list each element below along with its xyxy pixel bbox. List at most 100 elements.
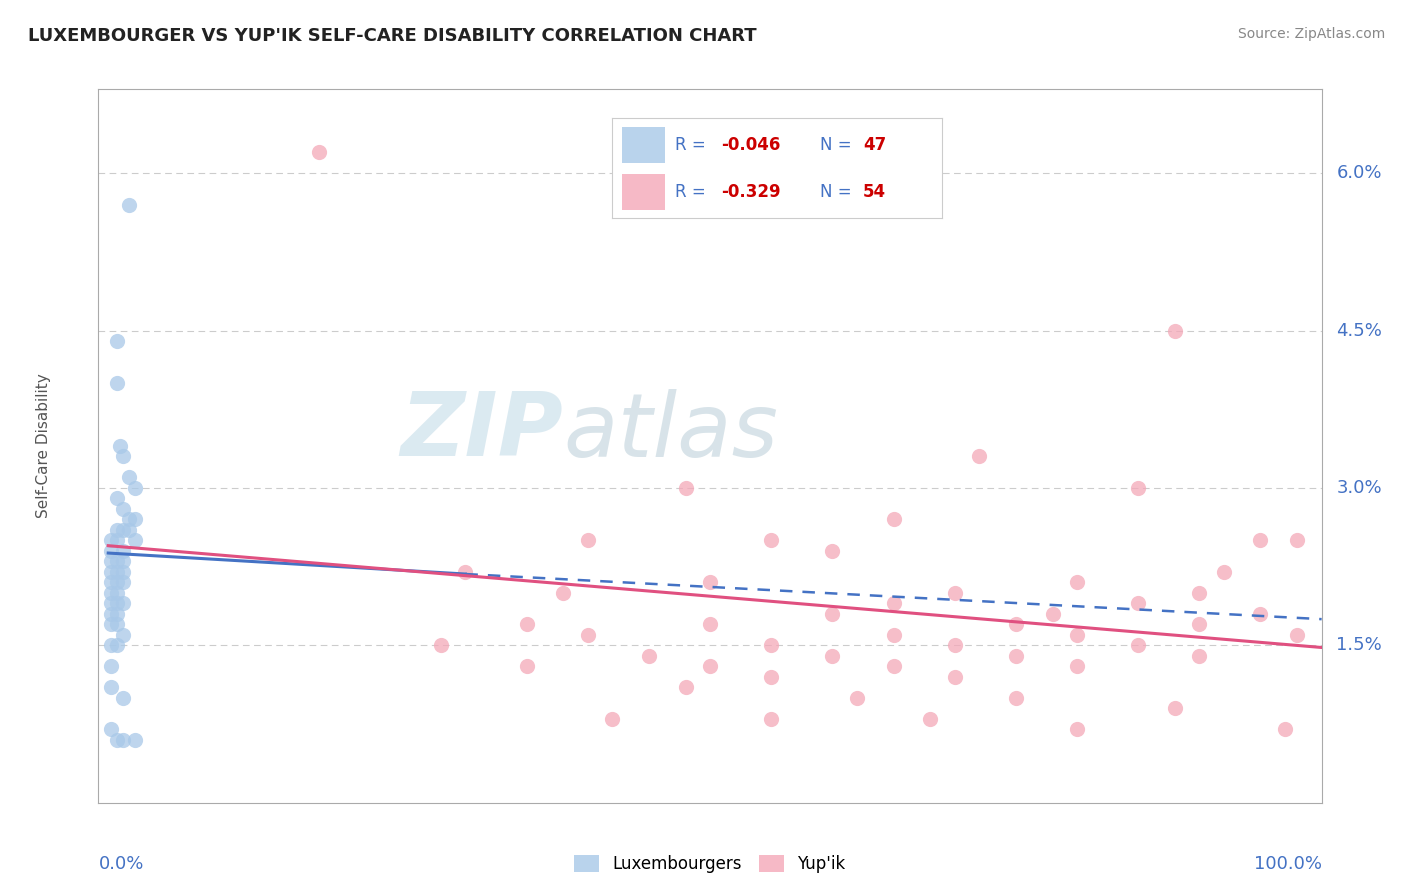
Point bbox=[1066, 628, 1088, 642]
Point bbox=[124, 732, 146, 747]
Point bbox=[845, 690, 868, 705]
Point bbox=[1128, 639, 1150, 653]
Point bbox=[100, 554, 122, 568]
Text: 100.0%: 100.0% bbox=[1254, 855, 1322, 873]
Point bbox=[105, 376, 128, 390]
Point bbox=[118, 470, 141, 484]
Point bbox=[100, 607, 122, 621]
Text: atlas: atlas bbox=[564, 389, 778, 475]
Point bbox=[100, 639, 122, 653]
Point bbox=[105, 554, 128, 568]
Point bbox=[637, 648, 661, 663]
Point bbox=[100, 723, 122, 737]
Point bbox=[111, 523, 134, 537]
Point bbox=[124, 533, 146, 548]
Text: 0.0%: 0.0% bbox=[98, 855, 143, 873]
Text: 6.0%: 6.0% bbox=[1336, 164, 1382, 182]
Point bbox=[883, 659, 905, 673]
Point bbox=[943, 639, 966, 653]
Point bbox=[105, 575, 128, 590]
Text: R =: R = bbox=[675, 136, 711, 153]
Point bbox=[1066, 723, 1088, 737]
Text: LUXEMBOURGER VS YUP'IK SELF-CARE DISABILITY CORRELATION CHART: LUXEMBOURGER VS YUP'IK SELF-CARE DISABIL… bbox=[28, 27, 756, 45]
Text: Self-Care Disability: Self-Care Disability bbox=[37, 374, 51, 518]
Point bbox=[883, 596, 905, 610]
Point bbox=[1042, 607, 1064, 621]
Point bbox=[100, 586, 122, 600]
Point bbox=[1274, 723, 1296, 737]
Point bbox=[553, 586, 575, 600]
Point bbox=[105, 565, 128, 579]
Point bbox=[600, 712, 623, 726]
Point bbox=[1128, 481, 1150, 495]
Point bbox=[943, 586, 966, 600]
Point bbox=[111, 554, 134, 568]
Point bbox=[761, 670, 783, 684]
Point bbox=[111, 628, 134, 642]
Point bbox=[967, 450, 990, 464]
Point bbox=[1164, 701, 1187, 715]
Point bbox=[118, 523, 141, 537]
Text: N =: N = bbox=[820, 136, 858, 153]
Point bbox=[100, 575, 122, 590]
Point bbox=[515, 617, 537, 632]
Point bbox=[821, 648, 844, 663]
Point bbox=[430, 639, 453, 653]
Text: ZIP: ZIP bbox=[401, 388, 564, 475]
Point bbox=[105, 607, 128, 621]
Legend: Luxembourgers, Yup'ik: Luxembourgers, Yup'ik bbox=[568, 848, 852, 880]
Point bbox=[761, 712, 783, 726]
Text: N =: N = bbox=[820, 183, 858, 201]
Point bbox=[105, 491, 128, 506]
Point bbox=[111, 575, 134, 590]
Point bbox=[1066, 659, 1088, 673]
Bar bbox=[621, 174, 665, 210]
Point bbox=[111, 732, 134, 747]
Text: R =: R = bbox=[675, 183, 711, 201]
Point bbox=[111, 596, 134, 610]
Point bbox=[1128, 596, 1150, 610]
Point bbox=[1249, 607, 1271, 621]
Point bbox=[1066, 575, 1088, 590]
Point bbox=[883, 628, 905, 642]
Text: -0.046: -0.046 bbox=[721, 136, 780, 153]
Point bbox=[576, 628, 599, 642]
Point bbox=[111, 544, 134, 558]
Point bbox=[821, 544, 844, 558]
Point bbox=[1188, 617, 1211, 632]
Point bbox=[118, 512, 141, 526]
Point bbox=[1249, 533, 1271, 548]
Point bbox=[699, 575, 721, 590]
Point bbox=[1004, 648, 1026, 663]
Point bbox=[111, 690, 134, 705]
Point bbox=[100, 544, 122, 558]
Point bbox=[454, 565, 477, 579]
Point bbox=[118, 197, 141, 211]
Point bbox=[105, 586, 128, 600]
Text: Source: ZipAtlas.com: Source: ZipAtlas.com bbox=[1237, 27, 1385, 41]
Point bbox=[1212, 565, 1234, 579]
Point bbox=[110, 439, 132, 453]
Point bbox=[105, 617, 128, 632]
Point bbox=[105, 732, 128, 747]
Point bbox=[100, 659, 122, 673]
Point bbox=[105, 596, 128, 610]
Point bbox=[100, 596, 122, 610]
Point bbox=[1286, 628, 1309, 642]
Point bbox=[111, 565, 134, 579]
Point bbox=[515, 659, 537, 673]
Point bbox=[1004, 690, 1026, 705]
Point bbox=[124, 512, 146, 526]
Point bbox=[675, 481, 697, 495]
Point bbox=[576, 533, 599, 548]
Point bbox=[920, 712, 942, 726]
Point bbox=[100, 681, 122, 695]
Point bbox=[111, 502, 134, 516]
Point bbox=[100, 617, 122, 632]
Point bbox=[761, 533, 783, 548]
Text: 47: 47 bbox=[863, 136, 886, 153]
Text: 54: 54 bbox=[863, 183, 886, 201]
Point bbox=[308, 145, 330, 160]
Point bbox=[1286, 533, 1309, 548]
Point bbox=[943, 670, 966, 684]
